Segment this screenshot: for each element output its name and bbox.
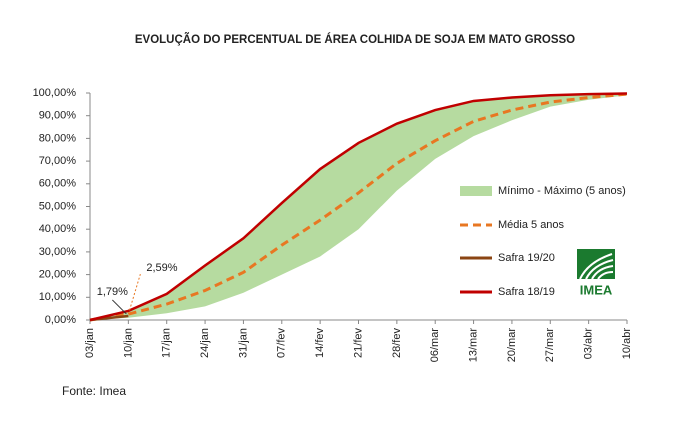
legend-swatch: [460, 186, 492, 196]
y-tick-label: 10,00%: [39, 291, 77, 303]
x-tick-label: 24/jan: [199, 328, 211, 358]
legend-label: Mínimo - Máximo (5 anos): [498, 185, 626, 197]
series-line: [89, 92, 628, 322]
y-tick-label: 60,00%: [39, 178, 77, 190]
y-tick-label: 50,00%: [39, 200, 77, 212]
logo-text: IMEA: [580, 282, 613, 297]
x-tick-label: 27/mar: [544, 328, 556, 363]
x-tick-label: 20/mar: [506, 328, 518, 363]
annotation-leader: [127, 273, 141, 315]
x-tick-label: 13/mar: [467, 328, 479, 363]
legend-label: Safra 19/20: [498, 252, 555, 264]
y-tick-label: 0,00%: [45, 314, 76, 326]
x-tick-label: 31/jan: [237, 328, 249, 358]
x-tick-label: 10/jan: [122, 328, 134, 358]
y-tick-label: 40,00%: [39, 223, 77, 235]
x-tick-label: 21/fev: [352, 328, 364, 358]
range-band: [90, 93, 627, 321]
y-tick-label: 70,00%: [39, 155, 77, 167]
y-tick-label: 90,00%: [39, 110, 77, 122]
x-tick-label: 06/mar: [429, 328, 441, 363]
x-tick-label: 07/fev: [276, 328, 288, 358]
legend-label: Média 5 anos: [498, 219, 565, 231]
legend-label: Safra 18/19: [498, 286, 555, 298]
value-label: 1,79%: [97, 286, 128, 298]
source: Fonte: Imea: [62, 384, 126, 398]
annotation-leader: [112, 299, 127, 315]
chart-title: EVOLUÇÃO DO PERCENTUAL DE ÁREA COLHIDA D…: [135, 33, 575, 46]
y-tick-label: 30,00%: [39, 246, 77, 258]
x-tick-label: 03/abr: [583, 328, 595, 360]
x-tick-label: 28/fev: [391, 328, 403, 358]
y-tick-label: 100,00%: [33, 87, 77, 99]
x-tick-label: 10/abr: [621, 328, 633, 360]
logo: IMEA: [577, 249, 615, 297]
x-tick-label: 14/fev: [314, 328, 326, 358]
series-line: [89, 92, 628, 322]
value-label: 2,59%: [146, 262, 177, 274]
y-tick-label: 80,00%: [39, 132, 77, 144]
x-tick-label: 17/jan: [161, 328, 173, 358]
y-tick-label: 20,00%: [39, 269, 77, 281]
x-tick-label: 03/jan: [84, 328, 96, 358]
